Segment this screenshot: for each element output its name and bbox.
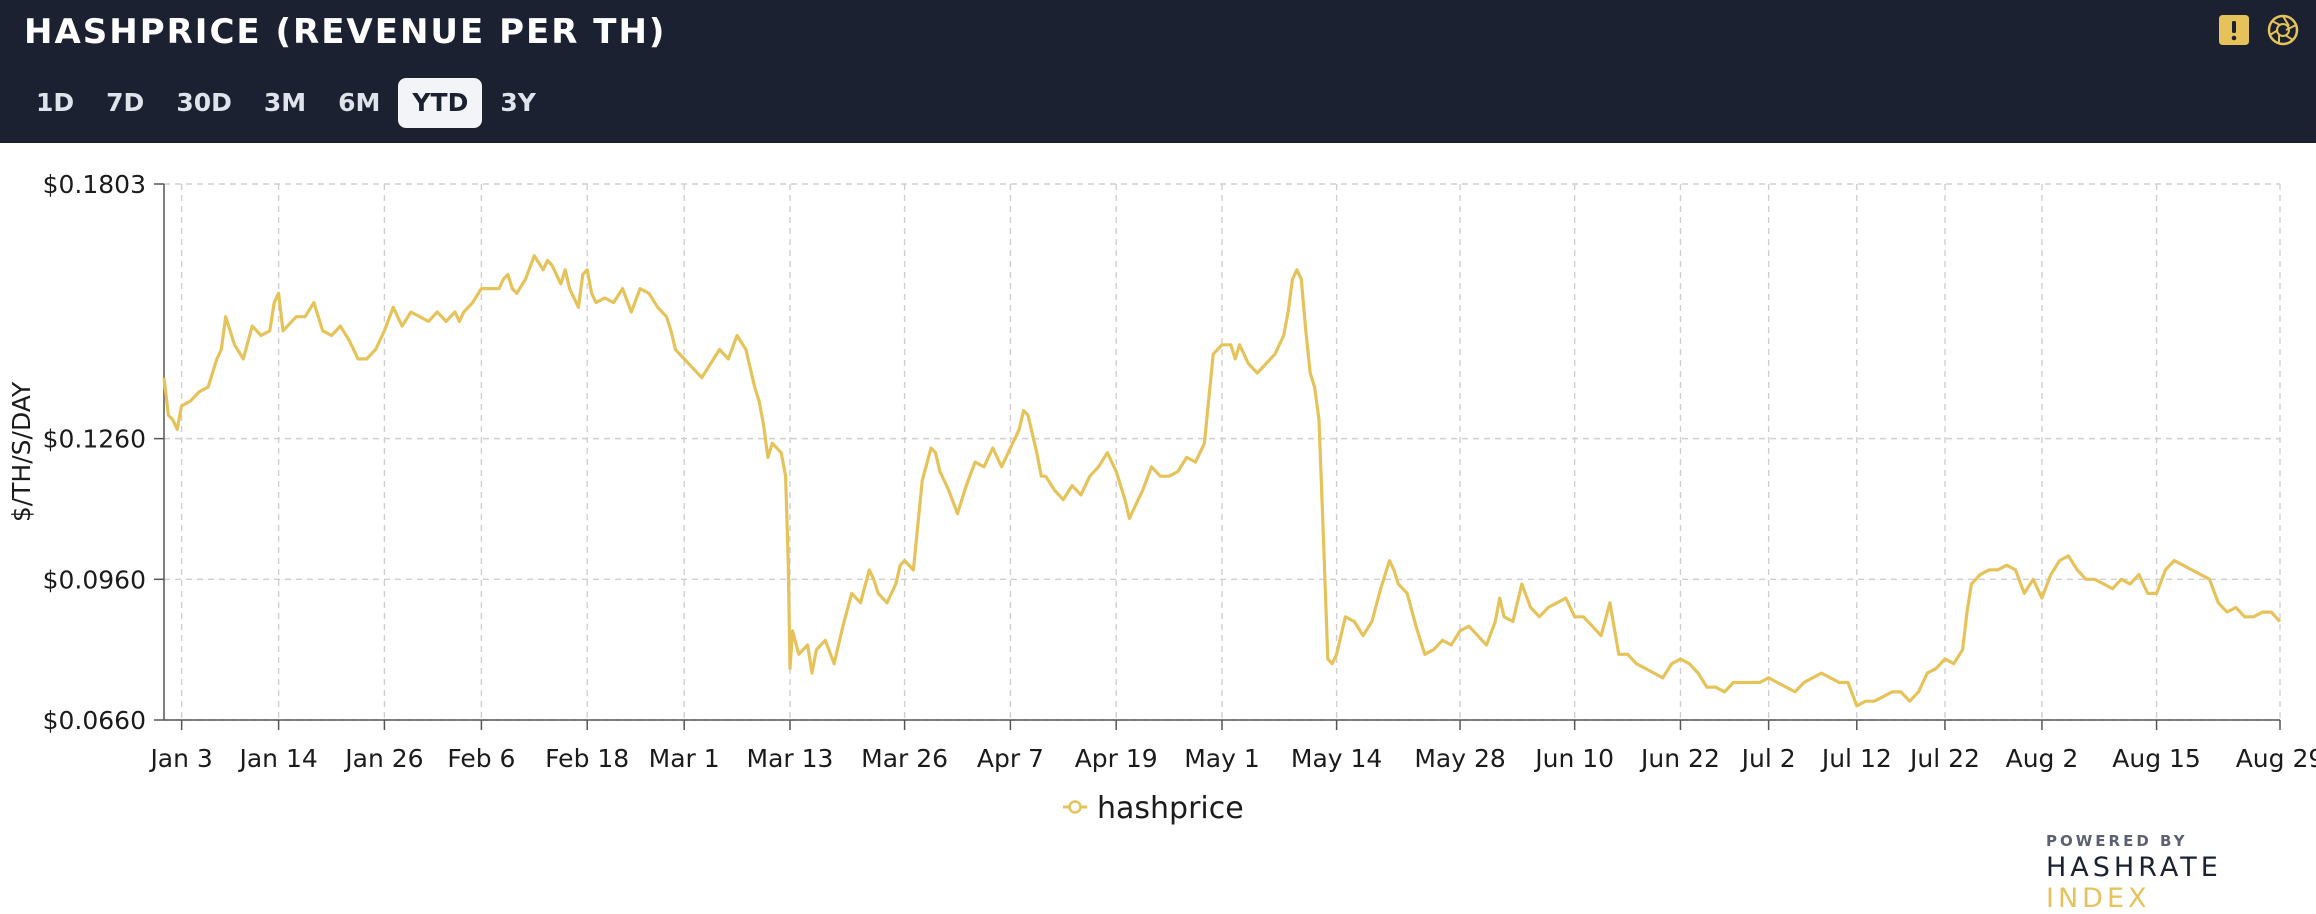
brand-name-index: INDEX: [2046, 883, 2151, 914]
range-button-30d[interactable]: 30D: [176, 88, 232, 117]
x-tick-label: May 1: [1184, 744, 1260, 773]
range-button-ytd[interactable]: YTD: [398, 78, 483, 128]
x-tick-label: May 14: [1291, 744, 1382, 773]
powered-by-label: POWERED BY: [2046, 832, 2188, 850]
chart-header: HASHPRICE (REVENUE PER TH) 1D 7D 30D 3M 6M YT…: [0, 0, 2316, 143]
x-tick-label: Jul 22: [1908, 744, 1980, 773]
x-tick-label: Mar 13: [747, 744, 834, 773]
brand-name-hashrate: HASHRATE: [2046, 852, 2222, 883]
x-tick-label: Jun 10: [1533, 744, 1614, 773]
x-tick-label: Apr 19: [1075, 744, 1158, 773]
range-button-3m[interactable]: 3M: [263, 88, 307, 117]
hashprice-series-line: [162, 254, 2282, 708]
x-tick-label: Jan 26: [343, 744, 423, 773]
range-button-7d[interactable]: 7D: [106, 88, 145, 117]
x-tick-label: Jun 22: [1639, 744, 1720, 773]
x-tick-label: Aug 15: [2112, 744, 2201, 773]
x-tick-label: Jan 3: [148, 744, 212, 773]
x-tick-label: Aug 29: [2236, 744, 2316, 773]
legend-label-hashprice: hashprice: [1097, 791, 1244, 826]
brand-logo-text: HASHRATE INDEX: [2046, 852, 2316, 914]
x-tick-label: Apr 7: [977, 744, 1044, 773]
x-tick-label: Feb 18: [545, 744, 629, 773]
x-tick-label: Jul 12: [1820, 744, 1892, 773]
range-button-3y[interactable]: 3Y: [500, 88, 536, 117]
chart-title: HASHPRICE (REVENUE PER TH): [24, 12, 667, 52]
x-tick-label: Feb 6: [447, 744, 515, 773]
alert-icon[interactable]: [2217, 13, 2251, 47]
x-tick-label: Jan 14: [237, 744, 317, 773]
x-tick-label: Jul 2: [1740, 744, 1796, 773]
y-axis-title: $/TH/S/DAY: [7, 381, 36, 522]
camera-shutter-icon[interactable]: [2266, 13, 2300, 47]
y-tick-label: $0.1803: [43, 170, 146, 199]
y-tick-label: $0.0960: [43, 565, 146, 594]
y-tick-label: $0.1260: [43, 425, 146, 454]
time-range-selector: 1D 7D 30D 3M 6M YTD 3Y: [22, 78, 550, 128]
y-tick-label: $0.0660: [43, 706, 146, 735]
x-tick-label: Aug 2: [2006, 744, 2079, 773]
powered-by-brand: POWERED BY HASHRATE INDEX: [2046, 832, 2316, 914]
range-button-6m[interactable]: 6M: [338, 88, 381, 117]
x-tick-label: May 28: [1414, 744, 1505, 773]
x-tick-label: Mar 26: [861, 744, 948, 773]
legend-marker: [1068, 800, 1082, 814]
range-button-1d[interactable]: 1D: [36, 88, 75, 117]
x-tick-label: Mar 1: [649, 744, 720, 773]
